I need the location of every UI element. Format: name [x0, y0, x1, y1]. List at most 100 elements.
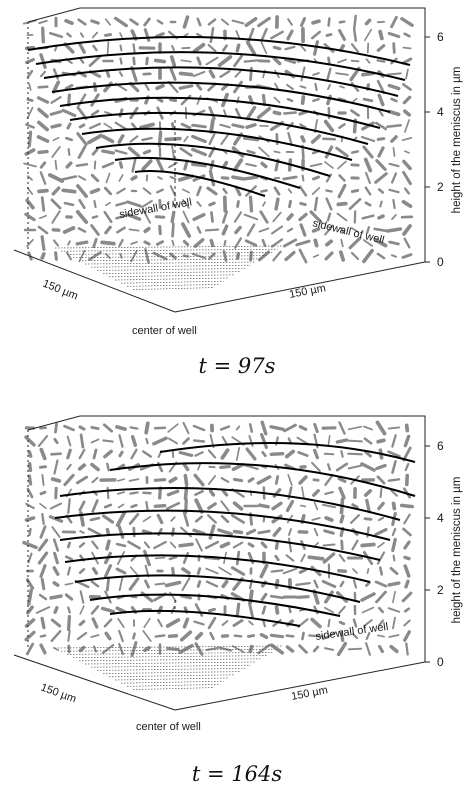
velocity-vector: [388, 162, 400, 168]
velocity-vector: [23, 162, 37, 168]
velocity-vector: [337, 477, 347, 483]
velocity-vector: [222, 187, 228, 195]
velocity-vector: [141, 199, 153, 209]
velocity-vector: [282, 238, 298, 248]
velocity-vector: [182, 15, 190, 29]
velocity-vector: [141, 136, 153, 142]
velocity-vector: [128, 513, 140, 525]
velocity-vector: [101, 644, 115, 654]
velocity-vector: [103, 122, 113, 130]
velocity-vector: [194, 603, 204, 617]
velocity-vector: [106, 486, 110, 500]
velocity-vector: [274, 554, 280, 562]
velocity-vector: [117, 642, 125, 656]
velocity-vector: [351, 503, 359, 509]
velocity-vector: [78, 542, 86, 548]
velocity-vector: [143, 17, 151, 27]
velocity-vector: [376, 551, 386, 565]
velocity-vector: [285, 554, 295, 562]
velocity-vector: [374, 172, 388, 184]
velocity-vector: [391, 527, 397, 537]
velocity-vector: [231, 175, 245, 181]
velocity-vector: [338, 29, 346, 41]
velocity-vector: [130, 595, 138, 599]
velocity-vector: [50, 477, 62, 483]
velocity-vector: [28, 83, 32, 91]
velocity-vector: [284, 449, 296, 459]
velocity-vector: [144, 579, 150, 589]
velocity-vector: [247, 542, 255, 548]
z-tick-label: 2: [437, 180, 444, 194]
meniscus-contour: [43, 66, 399, 97]
velocity-vector: [50, 452, 62, 456]
meniscus-contour: [59, 487, 401, 521]
velocity-vector: [312, 489, 320, 497]
velocity-vector: [231, 19, 245, 25]
velocity-vector: [196, 567, 202, 575]
velocity-vector: [158, 486, 162, 500]
velocity-vector: [39, 643, 47, 655]
meniscus-contour: [35, 51, 406, 81]
velocity-vector: [37, 225, 49, 235]
velocity-vector: [79, 433, 85, 449]
velocity-vector: [103, 618, 113, 628]
velocity-vector: [90, 19, 100, 25]
velocity-vector: [208, 489, 216, 497]
velocity-vector: [234, 107, 242, 119]
velocity-vector: [38, 465, 48, 469]
velocity-vector: [129, 491, 139, 495]
velocity-vector: [105, 172, 111, 184]
velocity-vector: [192, 528, 206, 536]
velocity-vector: [115, 201, 127, 207]
velocity-vector: [352, 97, 358, 103]
velocity-vector: [260, 189, 268, 193]
velocity-vector: [183, 473, 189, 487]
velocity-vector: [143, 541, 151, 549]
velocity-vector: [165, 618, 181, 628]
velocity-vector: [261, 605, 267, 615]
velocity-vector: [287, 474, 293, 486]
velocity-vector: [298, 212, 308, 222]
velocity-vector: [274, 197, 280, 211]
velocity-vector: [387, 581, 401, 587]
floor-hatch: [96, 668, 246, 671]
velocity-vector: [164, 136, 182, 142]
velocity-vector: [274, 540, 280, 550]
velocity-vector: [232, 541, 244, 549]
velocity-vector: [36, 96, 50, 104]
velocity-vector: [167, 423, 179, 433]
velocity-vector: [132, 56, 136, 66]
box-floor-left: [13, 654, 176, 711]
velocity-vector: [90, 224, 100, 236]
velocity-vector: [365, 58, 371, 64]
velocity-vector: [66, 463, 72, 471]
velocity-vector: [378, 29, 384, 41]
panel-t97: 0 2 4 6 height of the meniscus in µm 150 µm…: [13, 7, 463, 378]
meniscus-contour: [114, 156, 301, 189]
velocity-vector: [338, 421, 346, 435]
velocity-vector: [220, 514, 230, 524]
velocity-vector: [117, 503, 125, 509]
velocity-vector: [325, 173, 333, 183]
velocity-vector: [182, 199, 190, 209]
velocity-vector: [191, 123, 207, 129]
velocity-vector: [182, 511, 190, 527]
velocity-vector: [404, 187, 410, 195]
velocity-vector: [64, 18, 74, 26]
meniscus-contour: [95, 142, 331, 177]
velocity-vector: [64, 83, 74, 91]
velocity-vector: [361, 606, 375, 614]
velocity-vector: [404, 423, 410, 433]
velocity-vector: [54, 159, 58, 171]
velocity-vector: [350, 59, 360, 63]
floor-hatch: [102, 271, 240, 274]
velocity-vector: [310, 617, 322, 629]
velocity-vector: [118, 629, 124, 643]
velocity-vector: [179, 594, 193, 600]
velocity-vector: [91, 476, 99, 484]
floor-hatch: [72, 255, 267, 258]
velocity-vector: [350, 227, 360, 233]
velocity-vector: [313, 40, 319, 56]
floor-hatch: [54, 245, 284, 249]
velocity-vector: [401, 591, 413, 603]
